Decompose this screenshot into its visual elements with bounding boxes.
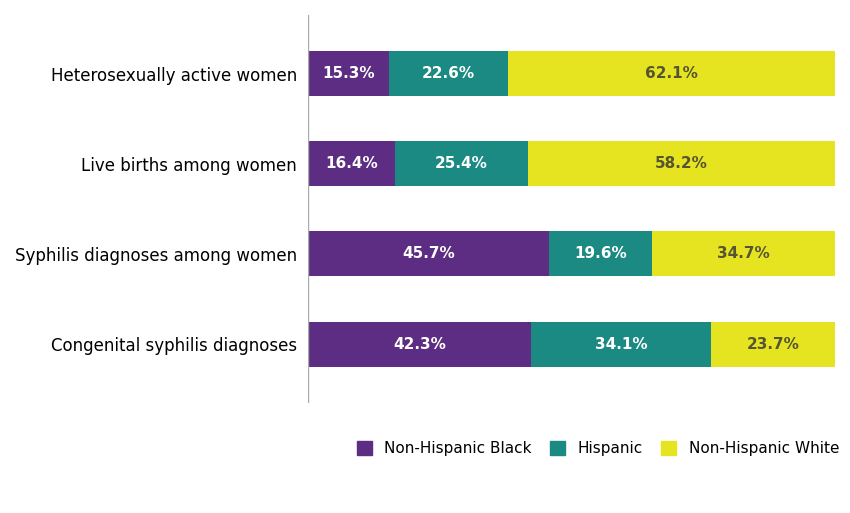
Text: 23.7%: 23.7% [746,337,800,351]
Text: 62.1%: 62.1% [645,66,698,81]
Text: 22.6%: 22.6% [422,66,475,81]
Text: 58.2%: 58.2% [655,156,708,171]
Text: 16.4%: 16.4% [325,156,377,171]
Text: 15.3%: 15.3% [322,66,375,81]
Text: 34.7%: 34.7% [717,246,770,262]
Bar [309,231,549,277]
Bar [652,231,835,277]
Bar [309,322,531,367]
Bar [309,51,388,96]
Text: 45.7%: 45.7% [402,246,455,262]
Bar [529,141,835,186]
Bar [711,322,836,367]
Bar [531,322,711,367]
Legend: Non-Hispanic Black, Hispanic, Non-Hispanic White: Non-Hispanic Black, Hispanic, Non-Hispan… [357,441,839,457]
Text: 19.6%: 19.6% [575,246,627,262]
Text: 25.4%: 25.4% [435,156,488,171]
Bar [394,141,529,186]
Bar [309,141,394,186]
Text: 42.3%: 42.3% [394,337,446,351]
Text: 34.1%: 34.1% [594,337,647,351]
Bar [508,51,835,96]
Bar [388,51,508,96]
Bar [549,231,652,277]
